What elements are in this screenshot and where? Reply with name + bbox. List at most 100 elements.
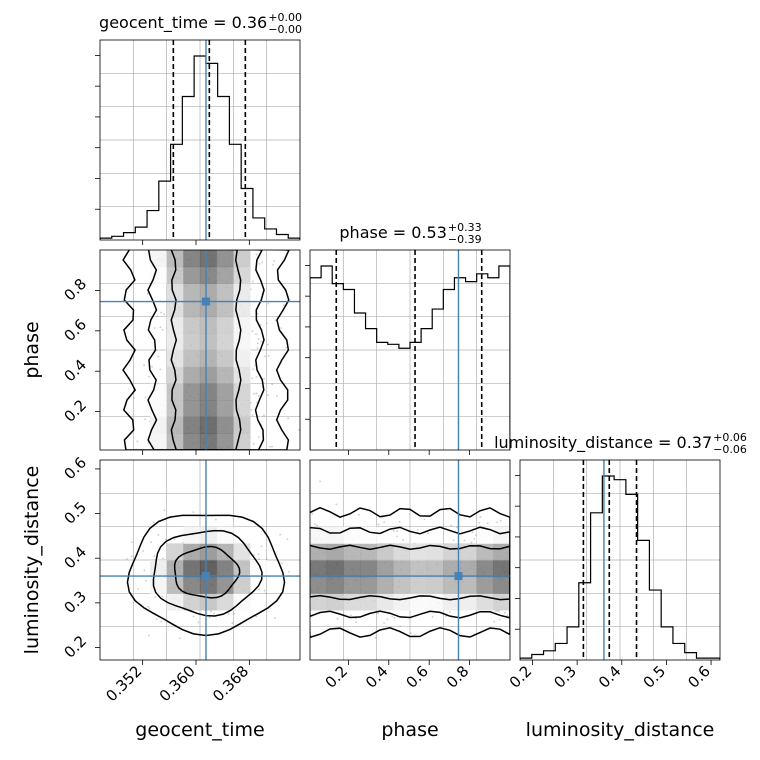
histogram-luminosity_distance (520, 475, 720, 660)
contour-line (170, 250, 242, 450)
density-cell (183, 433, 201, 450)
title-geocent_time: geocent_time = 0.36 (99, 13, 267, 33)
density-cell (150, 416, 168, 434)
sample-point (148, 375, 151, 378)
density-cell (183, 250, 201, 268)
density-cell (183, 283, 201, 301)
density-cell (166, 266, 184, 284)
sample-point (319, 480, 322, 483)
density-cell (216, 526, 234, 544)
x-tick-label-luminosity_distance: 0.4 (595, 662, 625, 692)
sample-point (287, 417, 290, 420)
sample-point (163, 509, 166, 512)
sample-point (395, 535, 398, 538)
sample-point (272, 263, 275, 266)
sample-point (335, 503, 338, 506)
density-cell (183, 316, 201, 334)
density-cell (183, 560, 201, 578)
density-cell (493, 593, 510, 611)
density-cell (393, 560, 411, 578)
density-cell (216, 283, 234, 301)
density-cell (343, 560, 361, 578)
density-cell (150, 433, 168, 450)
sample-point (153, 327, 156, 329)
density-cell (183, 383, 201, 401)
sample-point (409, 632, 412, 635)
density-cell (376, 560, 394, 578)
sample-point (479, 516, 482, 519)
title-plus-geocent_time: +0.00 (268, 11, 302, 24)
sample-point (374, 636, 377, 639)
density-cell (150, 250, 168, 268)
sample-point (208, 616, 211, 619)
density-cell (476, 543, 494, 561)
density-cell (326, 576, 344, 594)
title-plus-phase: +0.33 (448, 221, 482, 234)
contour-line (173, 545, 241, 599)
contour-line (147, 250, 265, 450)
sample-point (423, 518, 426, 521)
sample-point (227, 612, 230, 615)
y-tick-label-luminosity_distance: 0.4 (60, 543, 90, 573)
density-cell (310, 560, 328, 578)
sample-point (251, 280, 254, 283)
sample-point (357, 513, 360, 516)
density-cell (183, 266, 201, 284)
sample-point (493, 620, 496, 623)
title-luminosity_distance: luminosity_distance = 0.37 (494, 433, 712, 453)
sample-point (393, 529, 395, 532)
density-cell (166, 350, 184, 368)
contour-line (126, 514, 286, 637)
sample-point (210, 610, 213, 613)
density-cell (200, 266, 218, 284)
sample-point (131, 541, 134, 544)
density-cell (200, 250, 218, 268)
axes-frame (519, 459, 721, 661)
sample-point (311, 512, 314, 515)
density-cell (150, 560, 168, 578)
axes-frame (99, 459, 301, 661)
density-cell (250, 560, 268, 578)
density-cell (233, 316, 251, 334)
density-cell (233, 283, 251, 301)
density-cell (216, 350, 234, 368)
sample-point (163, 313, 166, 316)
sample-point (233, 612, 236, 615)
sample-point (144, 418, 146, 421)
sample-point (255, 253, 258, 256)
density-cell (200, 350, 218, 368)
sample-point (258, 262, 261, 265)
sample-point (157, 533, 160, 536)
sample-point (253, 554, 255, 556)
density-cell (150, 266, 168, 284)
sample-point (136, 440, 139, 443)
sample-point (152, 521, 155, 524)
density-cell (183, 350, 201, 368)
histogram-geocent_time (100, 55, 300, 240)
density-cell (216, 593, 234, 611)
sample-point (155, 618, 158, 621)
x-tick-label-phase: 0.6 (402, 662, 432, 692)
density-cell (216, 416, 234, 434)
density-cell (166, 543, 184, 561)
sample-point (253, 392, 255, 395)
sample-point (470, 541, 473, 544)
sample-point (154, 596, 157, 599)
x-axis-label-geocent_time: geocent_time (135, 719, 264, 741)
sample-point (214, 518, 217, 521)
sample-point (265, 592, 267, 595)
density-cell (200, 383, 218, 401)
sample-point (298, 429, 300, 431)
density-cell (493, 526, 510, 544)
density-cell (393, 576, 411, 594)
y-tick-label-phase: 0.6 (60, 315, 90, 345)
sample-point (159, 368, 162, 371)
density-cell (410, 560, 428, 578)
sample-point (192, 511, 195, 514)
density-cell (326, 593, 344, 611)
sample-point (165, 538, 167, 541)
sample-point (463, 539, 466, 542)
sample-point (258, 558, 261, 560)
density-cell (216, 560, 234, 578)
sample-point (471, 531, 474, 534)
